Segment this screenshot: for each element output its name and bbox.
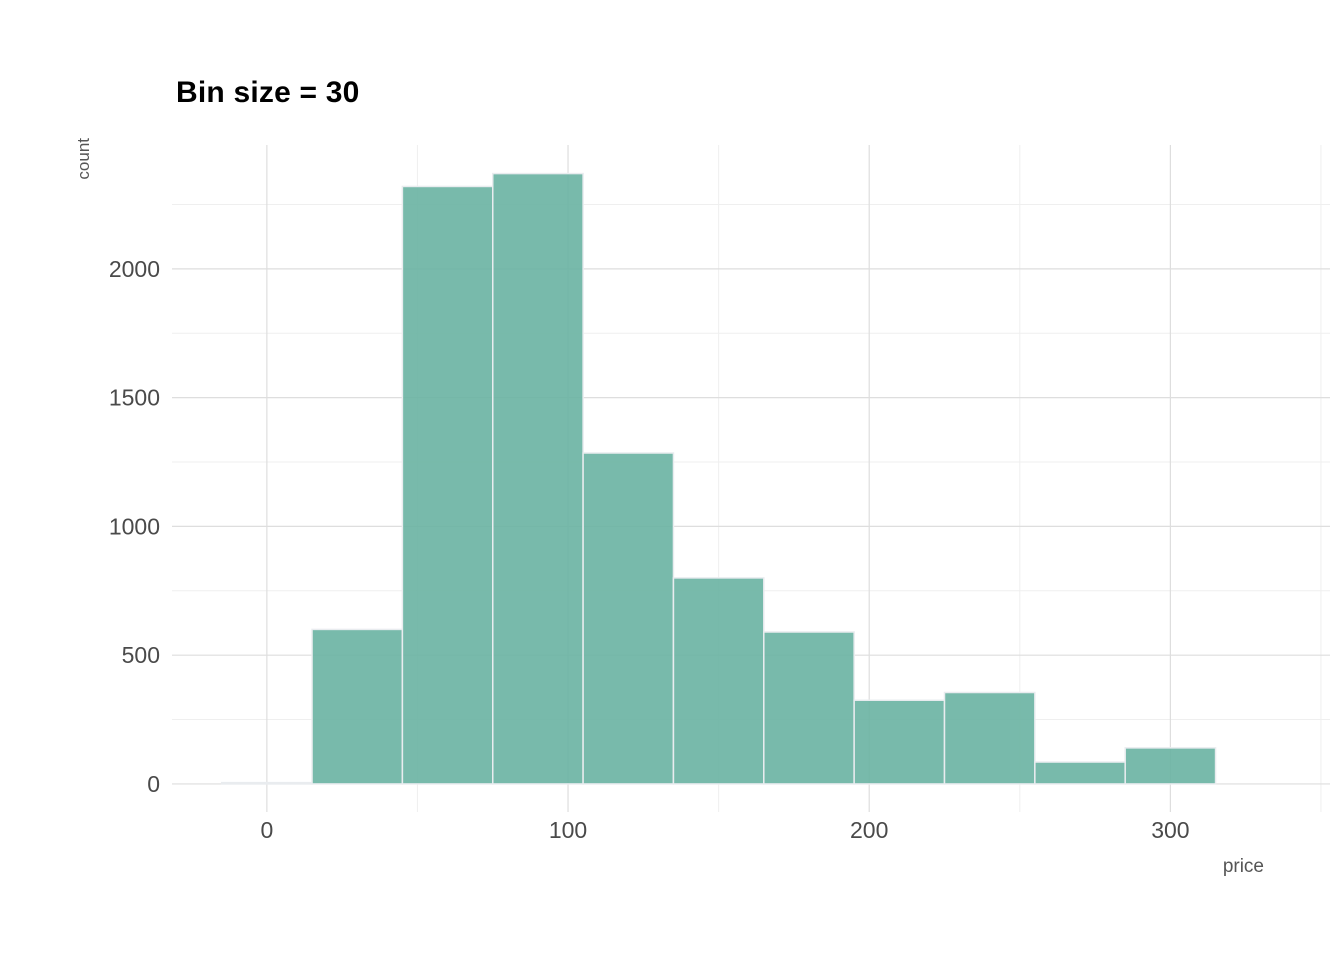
histogram-bar xyxy=(763,631,855,785)
histogram-bar xyxy=(672,577,765,785)
histogram-bar xyxy=(491,172,584,785)
x-tick-label: 200 xyxy=(850,817,888,843)
histogram-bar xyxy=(943,691,1036,785)
y-tick-label: 2000 xyxy=(109,256,160,282)
chart-title: Bin size = 30 xyxy=(176,76,360,109)
x-tick-label: 300 xyxy=(1151,817,1189,843)
histogram-bar xyxy=(853,699,946,785)
y-tick-label: 1500 xyxy=(109,385,160,411)
histogram-bar xyxy=(1124,747,1217,785)
y-tick-label: 0 xyxy=(147,771,160,797)
histogram-bar xyxy=(1034,761,1126,785)
histogram-bar xyxy=(401,185,494,785)
histogram-bar xyxy=(582,452,675,785)
histogram-bar xyxy=(311,628,404,785)
x-tick-label: 0 xyxy=(260,817,273,843)
y-tick-label: 1000 xyxy=(109,513,160,539)
x-tick-label: 100 xyxy=(549,817,587,843)
x-axis-title: price xyxy=(1222,856,1264,877)
y-tick-label: 500 xyxy=(122,642,160,668)
histogram-bar xyxy=(220,781,313,785)
